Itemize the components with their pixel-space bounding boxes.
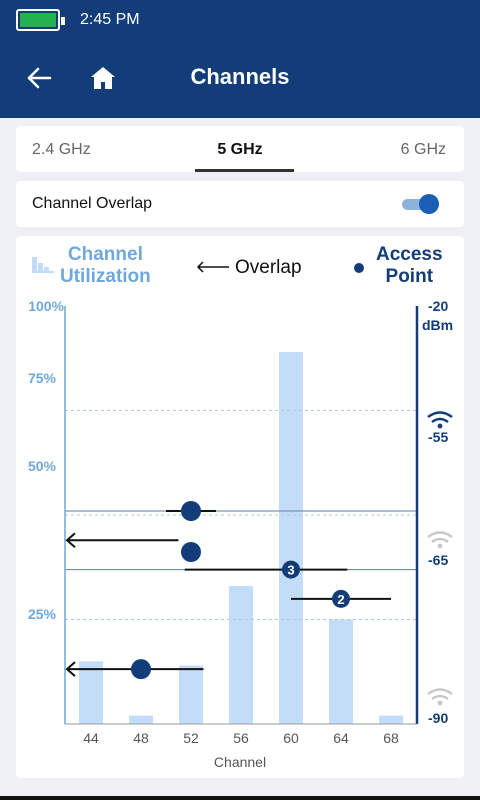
- battery-icon: [16, 9, 65, 31]
- y-tick-left-25: 25%: [27, 606, 56, 622]
- y-tick-left-75: 75%: [27, 370, 56, 386]
- signal-medium-icon-arc2: [431, 537, 449, 544]
- active-tab-indicator: [195, 169, 294, 172]
- x-tick-44: 44: [83, 730, 99, 746]
- access-point-dot-4: [131, 659, 151, 680]
- page-title: Channels: [190, 64, 290, 89]
- legend-ap-line1: Access: [376, 244, 443, 265]
- channel-overlap-row: Channel Overlap: [16, 181, 464, 227]
- x-tick-48: 48: [133, 730, 149, 746]
- status-time: 2:45 PM: [80, 11, 140, 28]
- y-tick-right-55: -55: [428, 429, 449, 445]
- y-tick-left-50: 50%: [27, 458, 56, 474]
- back-button[interactable]: [24, 63, 54, 93]
- x-tick-56: 56: [233, 730, 249, 746]
- x-tick-64: 64: [333, 730, 349, 746]
- x-tick-68: 68: [383, 730, 399, 746]
- y-tick-right-65: -65: [428, 552, 449, 568]
- access-point-dot-1: [181, 542, 201, 562]
- utilization-bar-48: [129, 715, 153, 724]
- ap-badge-3: [332, 589, 350, 608]
- signal-weak-icon-arc3: [427, 688, 453, 696]
- tab-5-ghz[interactable]: 5 GHz: [217, 141, 263, 158]
- utilization-bar-56: [229, 586, 253, 724]
- legend-ap-line2: Point: [385, 266, 434, 287]
- y-tick-left-100: 100%: [28, 298, 64, 314]
- utilization-bar-64: [329, 619, 353, 724]
- arrow-left-icon: [27, 67, 52, 89]
- x-tick-60: 60: [283, 730, 299, 746]
- toggle-knob: [419, 194, 439, 214]
- utilization-bar-52: [179, 665, 203, 724]
- access-point-dot-0: [181, 501, 201, 521]
- utilization-bar-44: [79, 661, 103, 724]
- channel-plot: 32: [64, 306, 453, 725]
- ap-badge-2: [282, 560, 300, 579]
- y-tick-right-20: -20: [428, 298, 449, 314]
- legend-utilization-line2: Utilization: [60, 266, 151, 287]
- bottom-edge: [0, 796, 480, 800]
- arrow-left-icon: [196, 261, 229, 273]
- legend-access-point: Access Point: [376, 244, 443, 288]
- signal-medium-icon-dot: [437, 543, 443, 549]
- battery-fill: [20, 13, 56, 27]
- y-axis-unit-dbm: dBm: [422, 317, 454, 333]
- tab-2-4-ghz[interactable]: 2.4 GHz: [32, 141, 91, 158]
- signal-strong-icon-arc3: [427, 411, 453, 419]
- ap-overlap-head-4: [65, 661, 76, 677]
- legend-channel-utilization: Channel Utilization: [60, 244, 151, 288]
- tab-6-ghz[interactable]: 6 GHz: [400, 141, 446, 158]
- y-tick-right-90: -90: [428, 710, 449, 726]
- signal-strong-icon-dot: [437, 423, 443, 429]
- legend-access-point-dot: [354, 263, 364, 273]
- battery-nub: [61, 17, 65, 25]
- legend-overlap: Overlap: [235, 257, 302, 278]
- channel-overlap-label: Channel Overlap: [32, 195, 153, 212]
- channel-chart-card: Channel Utilization Overlap Access Point…: [16, 236, 464, 778]
- x-tick-52: 52: [183, 730, 199, 746]
- ap-badge-count-2: 3: [287, 563, 294, 578]
- overlap-arrow-head-0: [65, 532, 76, 549]
- bar-chart-icon: [32, 257, 54, 273]
- legend-utilization-line1: Channel: [67, 244, 143, 265]
- channel-overlap-toggle[interactable]: [402, 194, 439, 214]
- band-tabs: 2.4 GHz 5 GHz 6 GHz: [16, 126, 464, 172]
- x-axis-title: Channel: [213, 754, 267, 770]
- ap-badge-count-3: 2: [337, 592, 344, 607]
- home-icon: [91, 67, 115, 89]
- signal-medium-icon-arc3: [427, 531, 453, 539]
- utilization-bar-60: [279, 351, 303, 724]
- app-header: 2:45 PM Channels: [0, 0, 480, 118]
- signal-strong-icon-arc2: [431, 417, 449, 424]
- home-button[interactable]: [88, 63, 118, 93]
- utilization-bar-68: [379, 715, 403, 724]
- signal-weak-icon-dot: [437, 700, 443, 706]
- signal-weak-icon-arc2: [431, 694, 449, 701]
